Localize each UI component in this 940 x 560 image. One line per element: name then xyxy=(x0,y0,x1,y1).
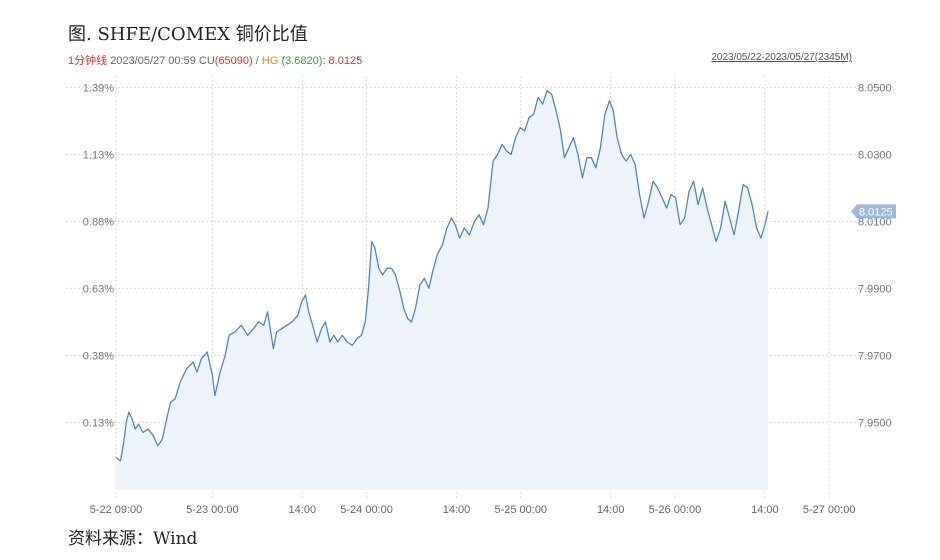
x-tick-label: 14:00 xyxy=(597,504,625,516)
series-area xyxy=(116,90,769,490)
right-tick-label: 7.9500 xyxy=(858,417,892,429)
x-tick-label: 5-23 00:00 xyxy=(186,504,239,516)
left-tick-label: 0.88% xyxy=(83,216,114,228)
quote-separator: / xyxy=(255,55,259,67)
page-title: 图. SHFE/COMEX 铜价比值 xyxy=(68,24,308,45)
x-tick-label: 5-25 00:00 xyxy=(494,504,547,516)
last-value-text: 8.0125 xyxy=(859,206,893,218)
cu-label: CU xyxy=(198,55,215,67)
x-tick-label: 14:00 xyxy=(443,504,471,516)
right-tick-label: 7.9900 xyxy=(858,283,892,295)
right-tick-label: 8.0500 xyxy=(858,82,892,94)
x-tick-label: 5-27 00:00 xyxy=(803,504,856,516)
right-tick-label: 8.0300 xyxy=(858,149,892,161)
x-tick-label: 14:00 xyxy=(289,504,317,516)
x-tick-label: 14:00 xyxy=(751,504,779,516)
left-tick-label: 0.63% xyxy=(83,283,114,295)
x-tick-label: 5-22 09:00 xyxy=(90,504,143,516)
left-tick-label: 0.38% xyxy=(83,350,114,362)
last-value-label: 8.0125 xyxy=(851,204,896,219)
ratio-value: : 8.0125 xyxy=(322,55,363,67)
cu-value: (65090) xyxy=(214,55,253,67)
right-axis: 8.0500 8.0300 8.0100 7.9900 7.9700 7.9500 xyxy=(858,82,892,429)
left-tick-label: 1.39% xyxy=(83,82,114,94)
x-tick-label: 5-24 00:00 xyxy=(340,504,393,516)
hg-value: (3.6820) xyxy=(281,55,323,67)
left-tick-label: 0.13% xyxy=(83,417,114,429)
left-tick-label: 1.13% xyxy=(83,149,114,161)
interval-label: 1分钟线 xyxy=(68,55,108,67)
ratio-chart: 1.39%1.13%0.88%0.63%0.38%0.13% 8.05008.0… xyxy=(66,76,896,516)
x-tick-label: 5-26 00:00 xyxy=(649,504,702,516)
right-tick-label: 7.9700 xyxy=(858,350,892,362)
x-axis: 5-22 09:00 5-23 00:00 14:00 5-24 00:00 14:00… xyxy=(90,504,856,516)
right-tick-label: 8.0100 xyxy=(858,216,892,228)
last-value-tag xyxy=(851,204,896,219)
date-range-link[interactable]: 2023/05/22-2023/05/27(2345M) xyxy=(711,52,852,63)
data-source: 资料来源：Wind xyxy=(68,529,198,549)
hg-label: HG xyxy=(261,55,279,67)
quote-line: 1分钟线 2023/05/27 00:59 CU(65090) / HG (3.… xyxy=(68,52,362,68)
left-axis: 1.39% 1.13% 0.88% 0.63% 0.38% 0.13% xyxy=(83,82,114,429)
quote-datetime: 2023/05/27 00:59 xyxy=(110,55,196,67)
series-line xyxy=(115,90,769,462)
